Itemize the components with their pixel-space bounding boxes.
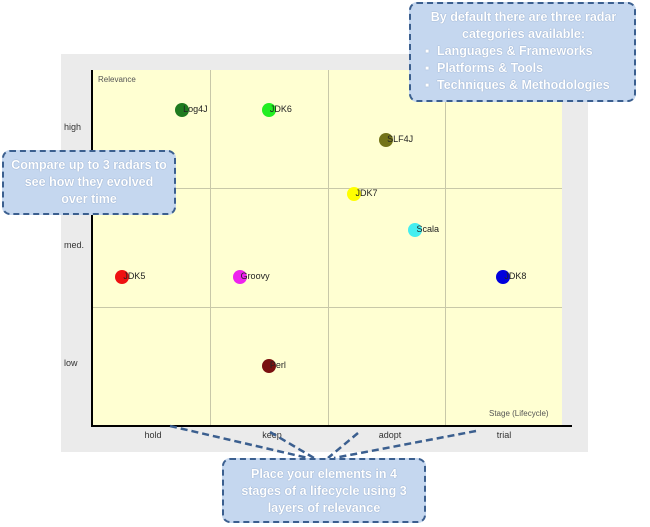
bullet-icon: ▪ (425, 77, 437, 94)
place-callout: Place your elements in 4 stages of a lif… (222, 458, 426, 523)
category-item: ▪ Languages & Frameworks (423, 43, 624, 60)
bullet-icon: ▪ (425, 60, 437, 77)
connector-line (170, 426, 308, 458)
category-item: ▪ Techniques & Methodologies (423, 77, 624, 94)
compare-callout: Compare up to 3 radars to see how they e… (2, 150, 176, 215)
category-list: ▪ Languages & Frameworks ▪ Platforms & Too… (423, 43, 624, 94)
category-item: ▪ Platforms & Tools (423, 60, 624, 77)
bullet-icon: ▪ (425, 43, 437, 60)
categories-callout-intro: By default there are three radar categor… (423, 9, 624, 43)
categories-callout: By default there are three radar categor… (409, 2, 636, 102)
